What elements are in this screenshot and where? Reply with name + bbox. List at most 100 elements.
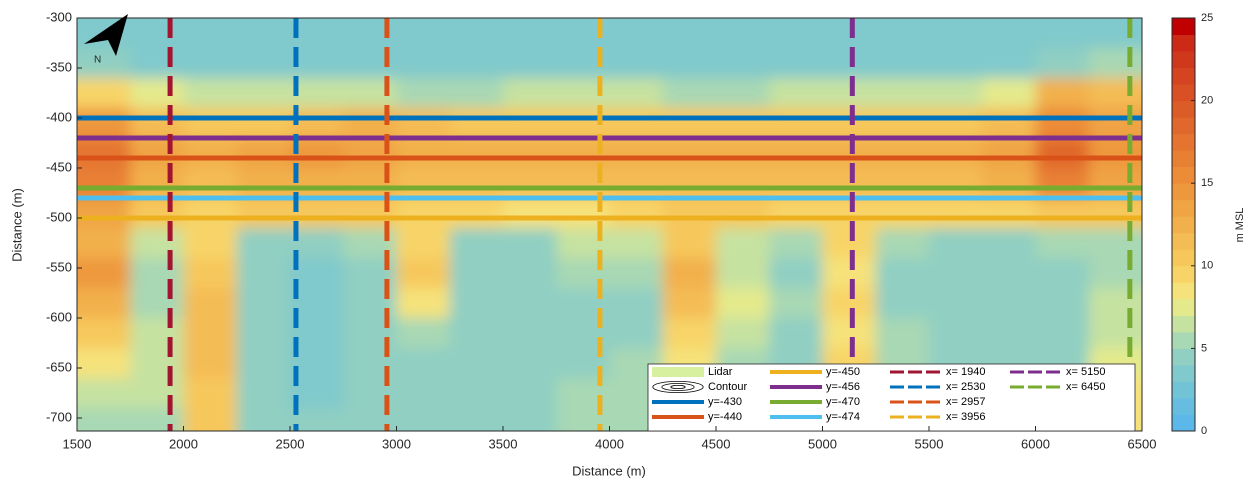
legend: LidarContoury=-430y=-440y=-450y=-456y=-4…: [648, 364, 1135, 431]
heat-cell: [876, 318, 930, 349]
heat-cell: [450, 378, 504, 409]
heat-cell: [929, 288, 983, 319]
colorbar-step: [1172, 68, 1195, 85]
heat-cell: [663, 48, 717, 79]
heat-cell: [1036, 288, 1090, 319]
heat-cell: [130, 198, 184, 229]
heat-cell: [1036, 0, 1090, 49]
colorbar-step: [1172, 266, 1195, 283]
heat-cell: [716, 108, 770, 139]
heat-cell: [610, 0, 664, 49]
north-label: N: [94, 55, 101, 66]
heat-cell: [823, 198, 877, 229]
colorbar-tick-label: 10: [1201, 260, 1213, 272]
heat-cell: [450, 198, 504, 229]
heat-cell: [503, 108, 557, 139]
heat-cell: [663, 318, 717, 349]
heat-cell: [397, 198, 451, 229]
heat-cell: [823, 228, 877, 259]
heat-cell: [823, 258, 877, 289]
heat-cell: [716, 48, 770, 79]
legend-label: y=-440: [708, 411, 742, 423]
heat-cell: [1036, 258, 1090, 289]
heat-cell: [982, 48, 1036, 79]
heat-cell: [503, 138, 557, 169]
heat-cell: [397, 228, 451, 259]
heat-cell: [503, 168, 557, 199]
heat-cell: [503, 288, 557, 319]
heat-cell: [130, 348, 184, 379]
heat-cell: [929, 78, 983, 109]
heat-cell: [610, 108, 664, 139]
heat-cell: [503, 228, 557, 259]
heat-cell: [184, 108, 238, 139]
heat-cell: [663, 198, 717, 229]
heat-cell: [237, 198, 291, 229]
heat-cell: [663, 168, 717, 199]
heat-cell: [716, 198, 770, 229]
x-tick-label: 2500: [276, 436, 305, 451]
heat-cell: [450, 138, 504, 169]
heat-cell: [237, 288, 291, 319]
heat-cell: [982, 318, 1036, 349]
heat-cell: [130, 78, 184, 109]
colorbar-tick-label: 20: [1201, 95, 1213, 107]
colorbar-step: [1172, 150, 1195, 167]
colorbar-step: [1172, 381, 1195, 398]
heat-cell: [769, 78, 823, 109]
heat-cell: [769, 228, 823, 259]
heat-cell: [663, 78, 717, 109]
heat-cell: [397, 288, 451, 319]
x-tick-label: 5000: [808, 436, 837, 451]
heat-cell: [237, 378, 291, 409]
colorbar-step: [1172, 282, 1195, 299]
colorbar-step: [1172, 35, 1195, 52]
heat-cell: [1036, 78, 1090, 109]
heat-cell: [237, 108, 291, 139]
colorbar-step: [1172, 167, 1195, 184]
heat-cell: [184, 198, 238, 229]
heat-cell: [57, 378, 131, 409]
colorbar-step: [1172, 84, 1195, 101]
colorbar-tick-label: 0: [1201, 425, 1207, 437]
heat-cell: [397, 138, 451, 169]
legend-label: y=-474: [826, 411, 860, 423]
heat-cell: [610, 228, 664, 259]
heat-cell: [397, 258, 451, 289]
y-tick-label: -550: [46, 259, 72, 274]
heat-cell: [982, 0, 1036, 49]
heat-cell: [982, 228, 1036, 259]
colorbar-step: [1172, 216, 1195, 233]
heat-cell: [610, 48, 664, 79]
legend-label: x= 2957: [946, 396, 985, 408]
legend-label: x= 5150: [1066, 366, 1105, 378]
legend-label: Contour: [708, 381, 747, 393]
heat-cell: [876, 138, 930, 169]
heat-cell: [1036, 318, 1090, 349]
heat-cell: [929, 48, 983, 79]
heat-cell: [450, 288, 504, 319]
heat-cell: [876, 78, 930, 109]
heat-cell: [982, 258, 1036, 289]
heat-cell: [1036, 138, 1090, 169]
heat-cell: [130, 288, 184, 319]
heat-cell: [397, 348, 451, 379]
heat-cell: [184, 378, 238, 409]
heat-cell: [823, 108, 877, 139]
heat-cell: [823, 168, 877, 199]
legend-label: x= 1940: [946, 366, 985, 378]
heat-cell: [876, 288, 930, 319]
heat-cell: [1089, 258, 1163, 289]
heat-cell: [397, 48, 451, 79]
colorbar-step: [1172, 134, 1195, 151]
heat-cell: [503, 258, 557, 289]
heat-cell: [716, 288, 770, 319]
heat-cell: [57, 78, 131, 109]
x-tick-label: 5500: [915, 436, 944, 451]
heat-cell: [184, 48, 238, 79]
x-tick-label: 3000: [382, 436, 411, 451]
colorbar-step: [1172, 332, 1195, 349]
heat-cell: [929, 228, 983, 259]
heat-cell: [610, 138, 664, 169]
heat-cell: [237, 168, 291, 199]
